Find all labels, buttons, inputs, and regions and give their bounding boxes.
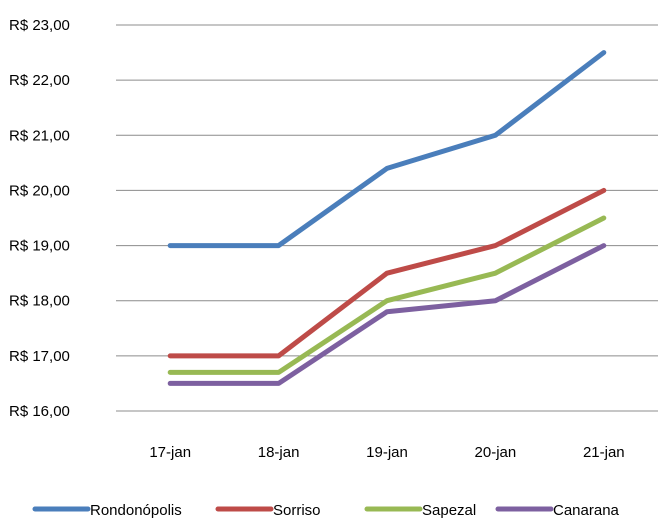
legend-label: Sorriso xyxy=(273,502,321,519)
x-tick-label: 18-jan xyxy=(258,444,300,461)
legend-label: Rondonópolis xyxy=(90,502,182,519)
series-line xyxy=(167,50,607,249)
legend: Rondonópolis Sorriso Sapezal Canarana xyxy=(32,502,620,519)
x-tick-label: 21-jan xyxy=(583,444,625,461)
y-tick-label: R$ 20,00 xyxy=(9,182,70,199)
series-line xyxy=(167,187,607,359)
x-axis-tick-labels: 17-jan 18-jan 19-jan 20-jan 21-jan xyxy=(149,444,624,461)
series-line xyxy=(167,243,607,386)
y-tick-label: R$ 23,00 xyxy=(9,17,70,34)
y-tick-label: R$ 22,00 xyxy=(9,72,70,89)
series-lines xyxy=(167,50,607,386)
y-tick-label: R$ 16,00 xyxy=(9,403,70,420)
y-axis-tick-labels: R$ 16,00 R$ 17,00 R$ 18,00 R$ 19,00 R$ 20,00… xyxy=(9,17,70,420)
y-tick-label: R$ 17,00 xyxy=(9,348,70,365)
x-tick-label: 20-jan xyxy=(475,444,517,461)
series-line xyxy=(167,215,607,375)
x-tick-label: 17-jan xyxy=(149,444,191,461)
gridlines xyxy=(116,24,658,412)
legend-label: Sapezal xyxy=(422,502,476,519)
y-tick-label: R$ 18,00 xyxy=(9,293,70,310)
y-tick-label: R$ 21,00 xyxy=(9,127,70,144)
legend-label: Canarana xyxy=(553,502,620,519)
y-tick-label: R$ 19,00 xyxy=(9,238,70,255)
x-tick-label: 19-jan xyxy=(366,444,408,461)
